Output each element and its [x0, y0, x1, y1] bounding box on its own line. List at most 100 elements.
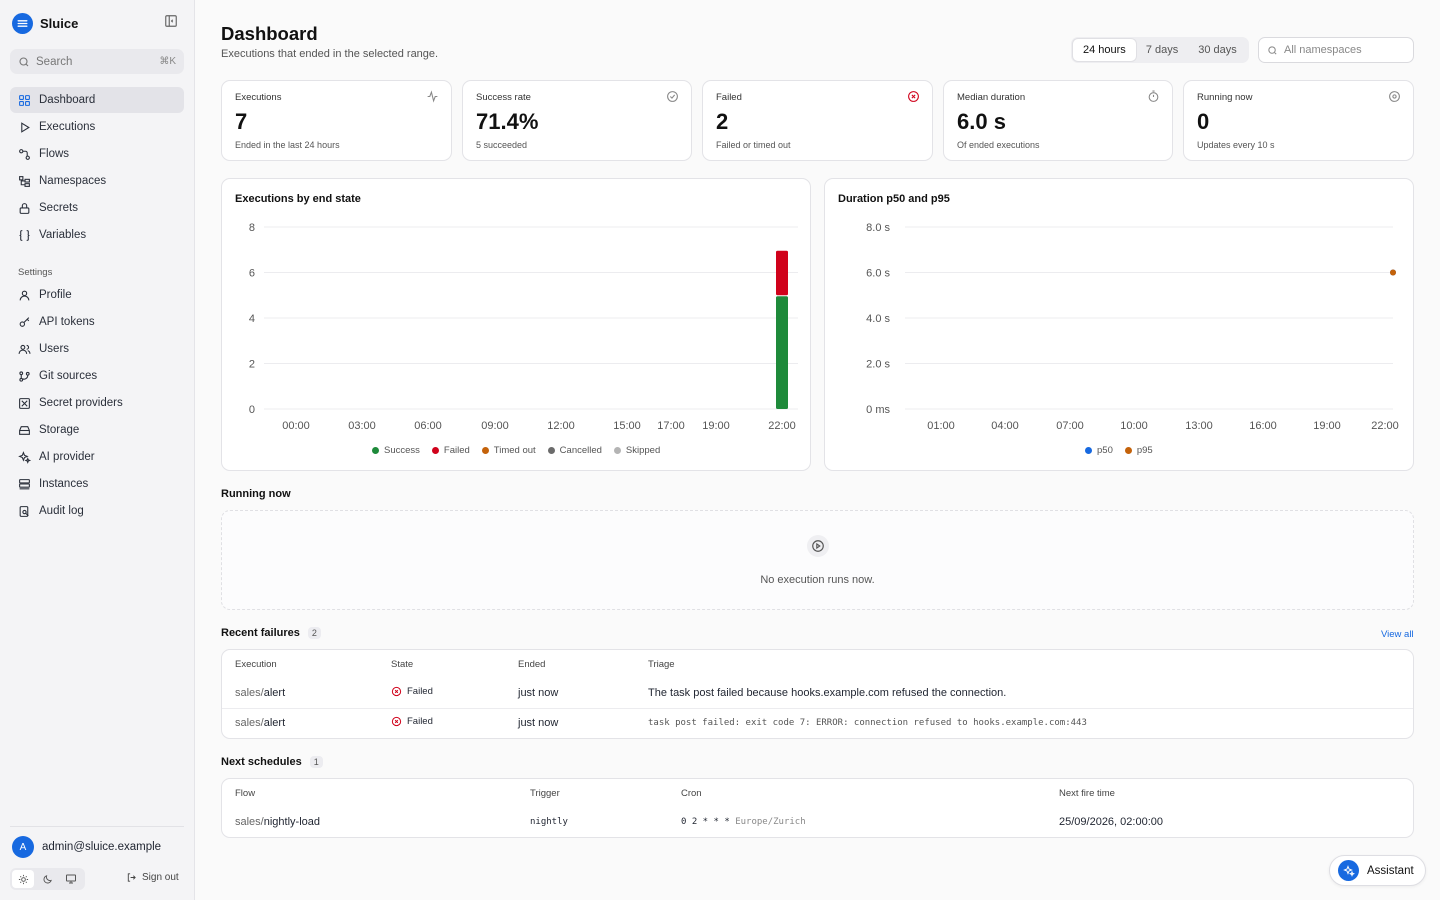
sidebar-item-label: Secret providers: [39, 397, 123, 409]
sidebar-item-secrets[interactable]: Secrets: [10, 195, 184, 221]
state-cell: Failed: [378, 707, 505, 738]
chart-title: Executions by end state: [235, 193, 361, 205]
sidebar-item-api-tokens[interactable]: API tokens: [10, 309, 184, 335]
brand[interactable]: Sluice: [12, 12, 78, 34]
table-row[interactable]: sales/nightly-load nightly 0 2 * * * Eur…: [222, 807, 1413, 837]
sluice-logo-icon: [12, 12, 33, 34]
sidebar-item-label: Flows: [39, 148, 70, 160]
kpi-card-running-now: Running now 0 Updates every 10 s: [1183, 80, 1414, 161]
user-icon: [19, 290, 30, 300]
avatar: A: [12, 836, 34, 858]
bar-segment-failed: [776, 250, 788, 296]
namespace-filter[interactable]: All namespaces: [1258, 37, 1414, 63]
sparkles-icon: [18, 450, 31, 464]
triage-cell: The task post failed because hooks.examp…: [648, 686, 1007, 699]
assistant-label: Assistant: [1367, 864, 1414, 877]
flow-link[interactable]: alert: [263, 686, 286, 699]
assistant-button[interactable]: Assistant: [1329, 855, 1426, 886]
sidebar-item-label: Profile: [39, 289, 72, 301]
sidebar-search[interactable]: Search ⌘K: [10, 49, 184, 74]
legend-item[interactable]: p95: [1124, 445, 1153, 456]
legend-swatch: [613, 447, 621, 454]
sidebar-item-dashboard[interactable]: Dashboard: [10, 87, 184, 113]
legend-item[interactable]: p50: [1085, 445, 1113, 456]
y-tick-label: 8.0 s: [866, 222, 890, 234]
sidebar-item-flows[interactable]: Flows: [10, 141, 184, 167]
sidebar-item-instances[interactable]: Instances: [10, 471, 184, 497]
column-header: Next fire time: [1059, 787, 1115, 799]
y-tick-label: 6: [249, 268, 255, 280]
sidebar-item-executions[interactable]: Executions: [10, 114, 184, 140]
legend-label: Timed out: [493, 445, 536, 456]
legend-item[interactable]: Success: [372, 445, 420, 456]
y-tick-label: 2: [249, 359, 255, 371]
legend-item[interactable]: Skipped: [613, 445, 660, 456]
legend-label: Failed: [443, 445, 470, 456]
flow-link[interactable]: alert: [263, 717, 286, 730]
sidebar-divider: [10, 826, 184, 827]
search-shortcut: ⌘K: [159, 56, 176, 67]
sidebar-item-profile[interactable]: Profile: [10, 282, 184, 308]
braces-icon: [19, 229, 30, 241]
light-theme-icon[interactable]: [12, 870, 34, 888]
legend-label: Cancelled: [559, 445, 602, 456]
radio-icon: [1389, 91, 1400, 102]
table-row[interactable]: sales/alert Failed just now The task pos…: [222, 678, 1413, 708]
trigger-cell: nightly: [517, 807, 668, 837]
status-label: Failed: [407, 685, 433, 697]
table-row[interactable]: sales/alert Failed just now task post fa…: [222, 707, 1413, 738]
legend-item[interactable]: Timed out: [481, 445, 536, 456]
kpi-value: 7: [235, 109, 248, 134]
duration-line-chart: 0 ms 2.0 s 4.0 s 6.0 s 8.0 s 01:00 04:00 07:00 1…: [866, 222, 1399, 432]
section-title: Recent failures: [221, 627, 300, 639]
sidebar-item-label: API tokens: [39, 316, 95, 328]
storage-icon: [19, 425, 30, 435]
range-option-7d[interactable]: 7 days: [1145, 44, 1179, 56]
lock-icon: [19, 202, 30, 214]
legend-label: p95: [1136, 445, 1153, 456]
sidebar-item-namespaces[interactable]: Namespaces: [10, 168, 184, 194]
system-theme-icon[interactable]: [60, 870, 82, 888]
sign-out-button[interactable]: Sign out: [126, 872, 179, 883]
x-tick-label: 04:00: [991, 420, 1019, 432]
sidebar-item-label: Instances: [39, 478, 89, 490]
kpi-card-median-duration: Median duration 6.0 s Of ended execution…: [943, 80, 1173, 161]
legend-item[interactable]: Cancelled: [547, 445, 602, 456]
kpi-value: 71.4%: [476, 109, 539, 134]
sidebar-item-audit-log[interactable]: Audit log: [10, 498, 184, 524]
sidebar-collapse-icon[interactable]: [164, 14, 180, 30]
sidebar-item-storage[interactable]: Storage: [10, 417, 184, 443]
view-all-link[interactable]: View all: [1381, 629, 1414, 640]
recent-failures-table: Execution State Ended Triage sales/alert…: [221, 649, 1414, 739]
range-option-30d[interactable]: 30 days: [1198, 44, 1237, 56]
play-icon: [21, 121, 30, 133]
sidebar-item-label: Dashboard: [39, 94, 96, 106]
sidebar-item-label: Storage: [39, 424, 80, 436]
legend-label: p50: [1097, 445, 1113, 456]
key-icon: [19, 316, 30, 327]
sidebar-item-git-sources[interactable]: Git sources: [10, 363, 184, 389]
sidebar-item-variables[interactable]: Variables: [10, 222, 184, 248]
x-tick-label: 19:00: [702, 420, 730, 432]
column-header: Flow: [235, 787, 256, 799]
user-menu[interactable]: A admin@sluice.example: [12, 836, 161, 858]
x-tick-label: 19:00: [1313, 420, 1341, 432]
git-icon: [19, 370, 30, 382]
sidebar-item-label: Executions: [39, 121, 96, 133]
dark-theme-icon[interactable]: [36, 870, 58, 888]
sidebar-item-ai-provider[interactable]: AI provider: [10, 444, 184, 470]
time-range-selector: 24 hours 7 days 30 days: [1071, 37, 1249, 63]
legend-item[interactable]: Failed: [431, 445, 470, 456]
column-header: Execution: [235, 658, 277, 670]
sidebar-item-users[interactable]: Users: [10, 336, 184, 362]
range-option-24h[interactable]: 24 hours: [1073, 39, 1136, 61]
column-header: Triage: [648, 658, 675, 670]
flow-link[interactable]: nightly-load: [263, 816, 321, 828]
status-badge: Failed: [391, 686, 433, 697]
main-nav: Dashboard Executions Flows Namespaces Se…: [10, 87, 184, 249]
y-tick-label: 4.0 s: [866, 313, 890, 325]
sidebar-item-secret-providers[interactable]: Secret providers: [10, 390, 184, 416]
x-tick-label: 06:00: [414, 420, 442, 432]
namespace: sales/: [235, 686, 264, 699]
cron-expression: 0 2 * * *: [681, 817, 730, 827]
